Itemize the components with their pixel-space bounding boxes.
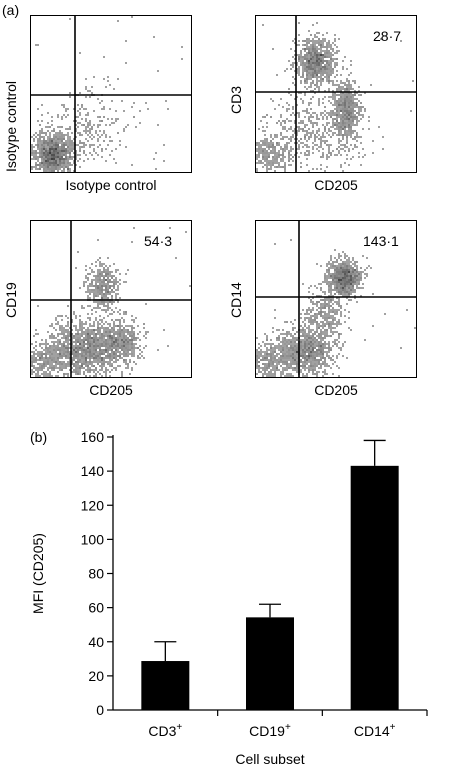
ylabel-cd3: CD3 xyxy=(228,85,244,114)
x-tick-label: CD14+ xyxy=(354,722,396,739)
y-tick-label: 120 xyxy=(81,497,105,513)
y-tick-label: 160 xyxy=(81,429,105,445)
xlabel-cd19: CD205 xyxy=(89,382,133,398)
ylabel-cd14: CD14 xyxy=(228,282,244,318)
x-tick-label: CD19+ xyxy=(249,722,291,739)
scatter-cd19 xyxy=(31,221,191,377)
xlabel-cd14: CD205 xyxy=(314,382,358,398)
flow-plot-cd19 xyxy=(30,220,192,378)
y-axis-label: MFI (CD205) xyxy=(30,533,46,614)
value-label-cd3: 28·7 xyxy=(373,28,402,44)
y-tick-label: 20 xyxy=(88,668,104,684)
bar-chart: 0 20 40 60 80 100 120 140 160 MFI (CD205) CD3+ CD19… xyxy=(30,429,428,767)
value-label-cd19: 54·3 xyxy=(144,233,173,249)
ylabel-cd19: CD19 xyxy=(3,282,19,318)
ylabel-isotype: Isotype control xyxy=(3,80,19,172)
density-cells xyxy=(256,22,414,172)
flow-plot-cd14 xyxy=(255,220,417,378)
y-tick-label: 40 xyxy=(88,634,104,650)
y-tick-label: 80 xyxy=(88,566,104,582)
scatter-cd14 xyxy=(256,221,416,377)
bar-cd3 xyxy=(141,661,190,710)
y-tick-label: 100 xyxy=(81,531,105,547)
x-tick-label: CD3+ xyxy=(148,722,182,739)
xlabel-cd3: CD205 xyxy=(314,177,358,193)
xlabel-isotype: Isotype control xyxy=(65,177,157,193)
density-cells xyxy=(31,16,183,172)
y-tick-label: 0 xyxy=(96,702,104,718)
scatter-cd3 xyxy=(256,16,416,172)
bar-cd14 xyxy=(350,465,399,710)
density-cells xyxy=(31,227,191,377)
scatter-isotype xyxy=(31,16,191,172)
x-axis-label: Cell subset xyxy=(235,751,304,767)
y-tick-label: 60 xyxy=(88,600,104,616)
y-tick-label: 140 xyxy=(81,463,105,479)
density-cells xyxy=(256,239,416,377)
panel-a-label: (a) xyxy=(2,2,20,18)
flow-plot-isotype xyxy=(30,15,192,173)
panel-b-label: (b) xyxy=(30,429,48,445)
bar-cd19 xyxy=(246,617,294,710)
flow-plot-cd3 xyxy=(255,15,417,173)
value-label-cd14: 143·1 xyxy=(363,233,399,249)
